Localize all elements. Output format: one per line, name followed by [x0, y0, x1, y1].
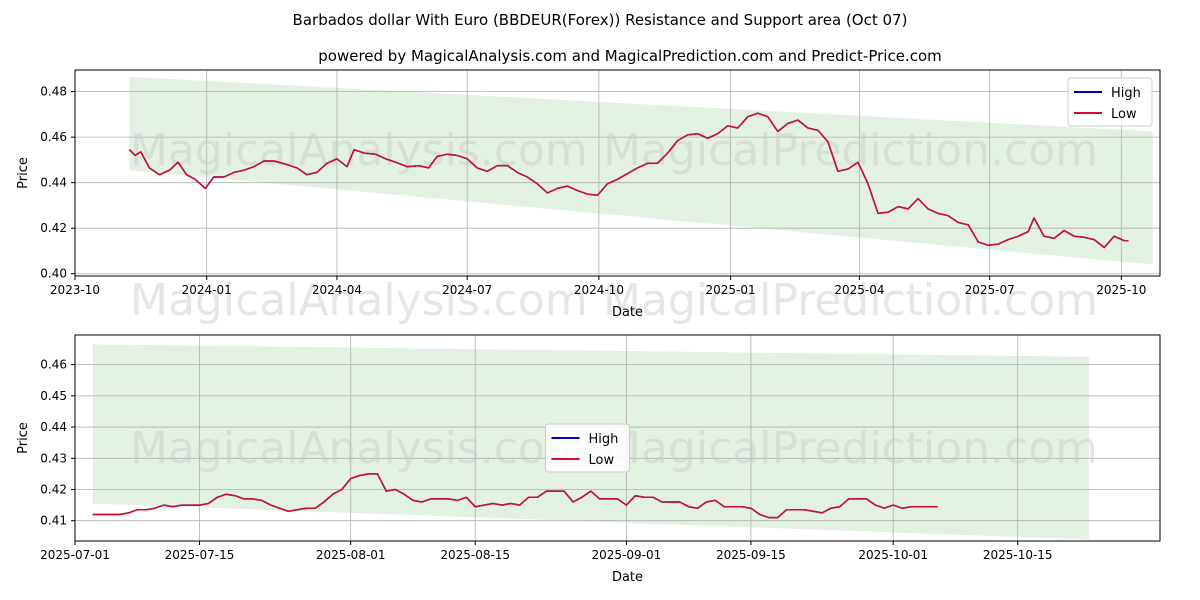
legend-label-high: High	[1111, 86, 1141, 101]
x-tick-label: 2025-07	[965, 283, 1015, 297]
x-tick-label: 2023-10	[50, 283, 100, 297]
y-tick-label: 0.41	[40, 514, 67, 528]
x-tick-label: 2024-10	[574, 283, 624, 297]
x-tick-label: 2025-10-15	[983, 548, 1053, 562]
y-axis-label: Price	[16, 422, 31, 454]
plot-frame	[74, 334, 1161, 542]
watermark: MagicalAnalysis.com	[130, 275, 588, 326]
watermark: MagicalAnalysis.com	[130, 125, 588, 176]
chart-title: Barbados dollar With Euro (BBDEUR(Forex)…	[293, 11, 908, 29]
x-tick-label: 2025-08-01	[316, 548, 386, 562]
x-tick-label: 2024-07	[442, 283, 492, 297]
resistance-support-band	[129, 76, 1153, 265]
x-tick-label: 2025-10	[1096, 283, 1146, 297]
x-tick-label: 2025-09-01	[592, 548, 662, 562]
y-tick-label: 0.46	[40, 130, 67, 144]
top-chart-panel: MagicalAnalysis.com MagicalPrediction.com…	[16, 69, 1161, 326]
watermark: MagicalPrediction.com	[603, 423, 1098, 474]
series-line-low	[92, 473, 938, 519]
x-tick-label: 2024-01	[182, 283, 232, 297]
legend-label-low: Low	[1111, 107, 1137, 122]
watermark: MagicalAnalysis.com	[130, 423, 588, 474]
legend: High Low	[1067, 77, 1153, 127]
x-tick-label: 2025-07-01	[40, 548, 110, 562]
x-tick-label: 2025-04	[834, 283, 884, 297]
series-line-low	[128, 112, 1129, 249]
x-tick-label: 2024-04	[312, 283, 362, 297]
chart-subtitle: powered by MagicalAnalysis.com and Magic…	[318, 47, 942, 65]
y-tick-label: 0.42	[40, 483, 67, 497]
y-tick-label: 0.46	[40, 358, 67, 372]
x-tick-label: 2025-07-15	[165, 548, 235, 562]
legend-label-low: Low	[589, 453, 615, 468]
plot-frame	[74, 69, 1161, 277]
legend: High Low	[545, 423, 630, 473]
watermark: MagicalPrediction.com	[603, 275, 1098, 326]
y-axis-label: Price	[16, 157, 31, 189]
x-tick-label: 2025-01	[706, 283, 756, 297]
y-tick-label: 0.40	[40, 267, 67, 281]
watermark: MagicalPrediction.com	[603, 125, 1098, 176]
legend-label-high: High	[589, 432, 619, 447]
y-tick-label: 0.48	[40, 85, 67, 99]
y-tick-label: 0.45	[40, 389, 67, 403]
y-tick-label: 0.43	[40, 451, 67, 465]
x-tick-label: 2025-10-01	[858, 548, 928, 562]
x-axis-label: Date	[612, 305, 643, 320]
y-tick-label: 0.44	[40, 420, 67, 434]
bottom-chart-panel: MagicalAnalysis.com MagicalPrediction.com…	[16, 334, 1161, 585]
y-tick-label: 0.42	[40, 221, 67, 235]
x-tick-label: 2025-09-15	[716, 548, 786, 562]
y-tick-label: 0.44	[40, 176, 67, 190]
x-tick-label: 2025-08-15	[440, 548, 510, 562]
x-axis-label: Date	[612, 570, 643, 585]
